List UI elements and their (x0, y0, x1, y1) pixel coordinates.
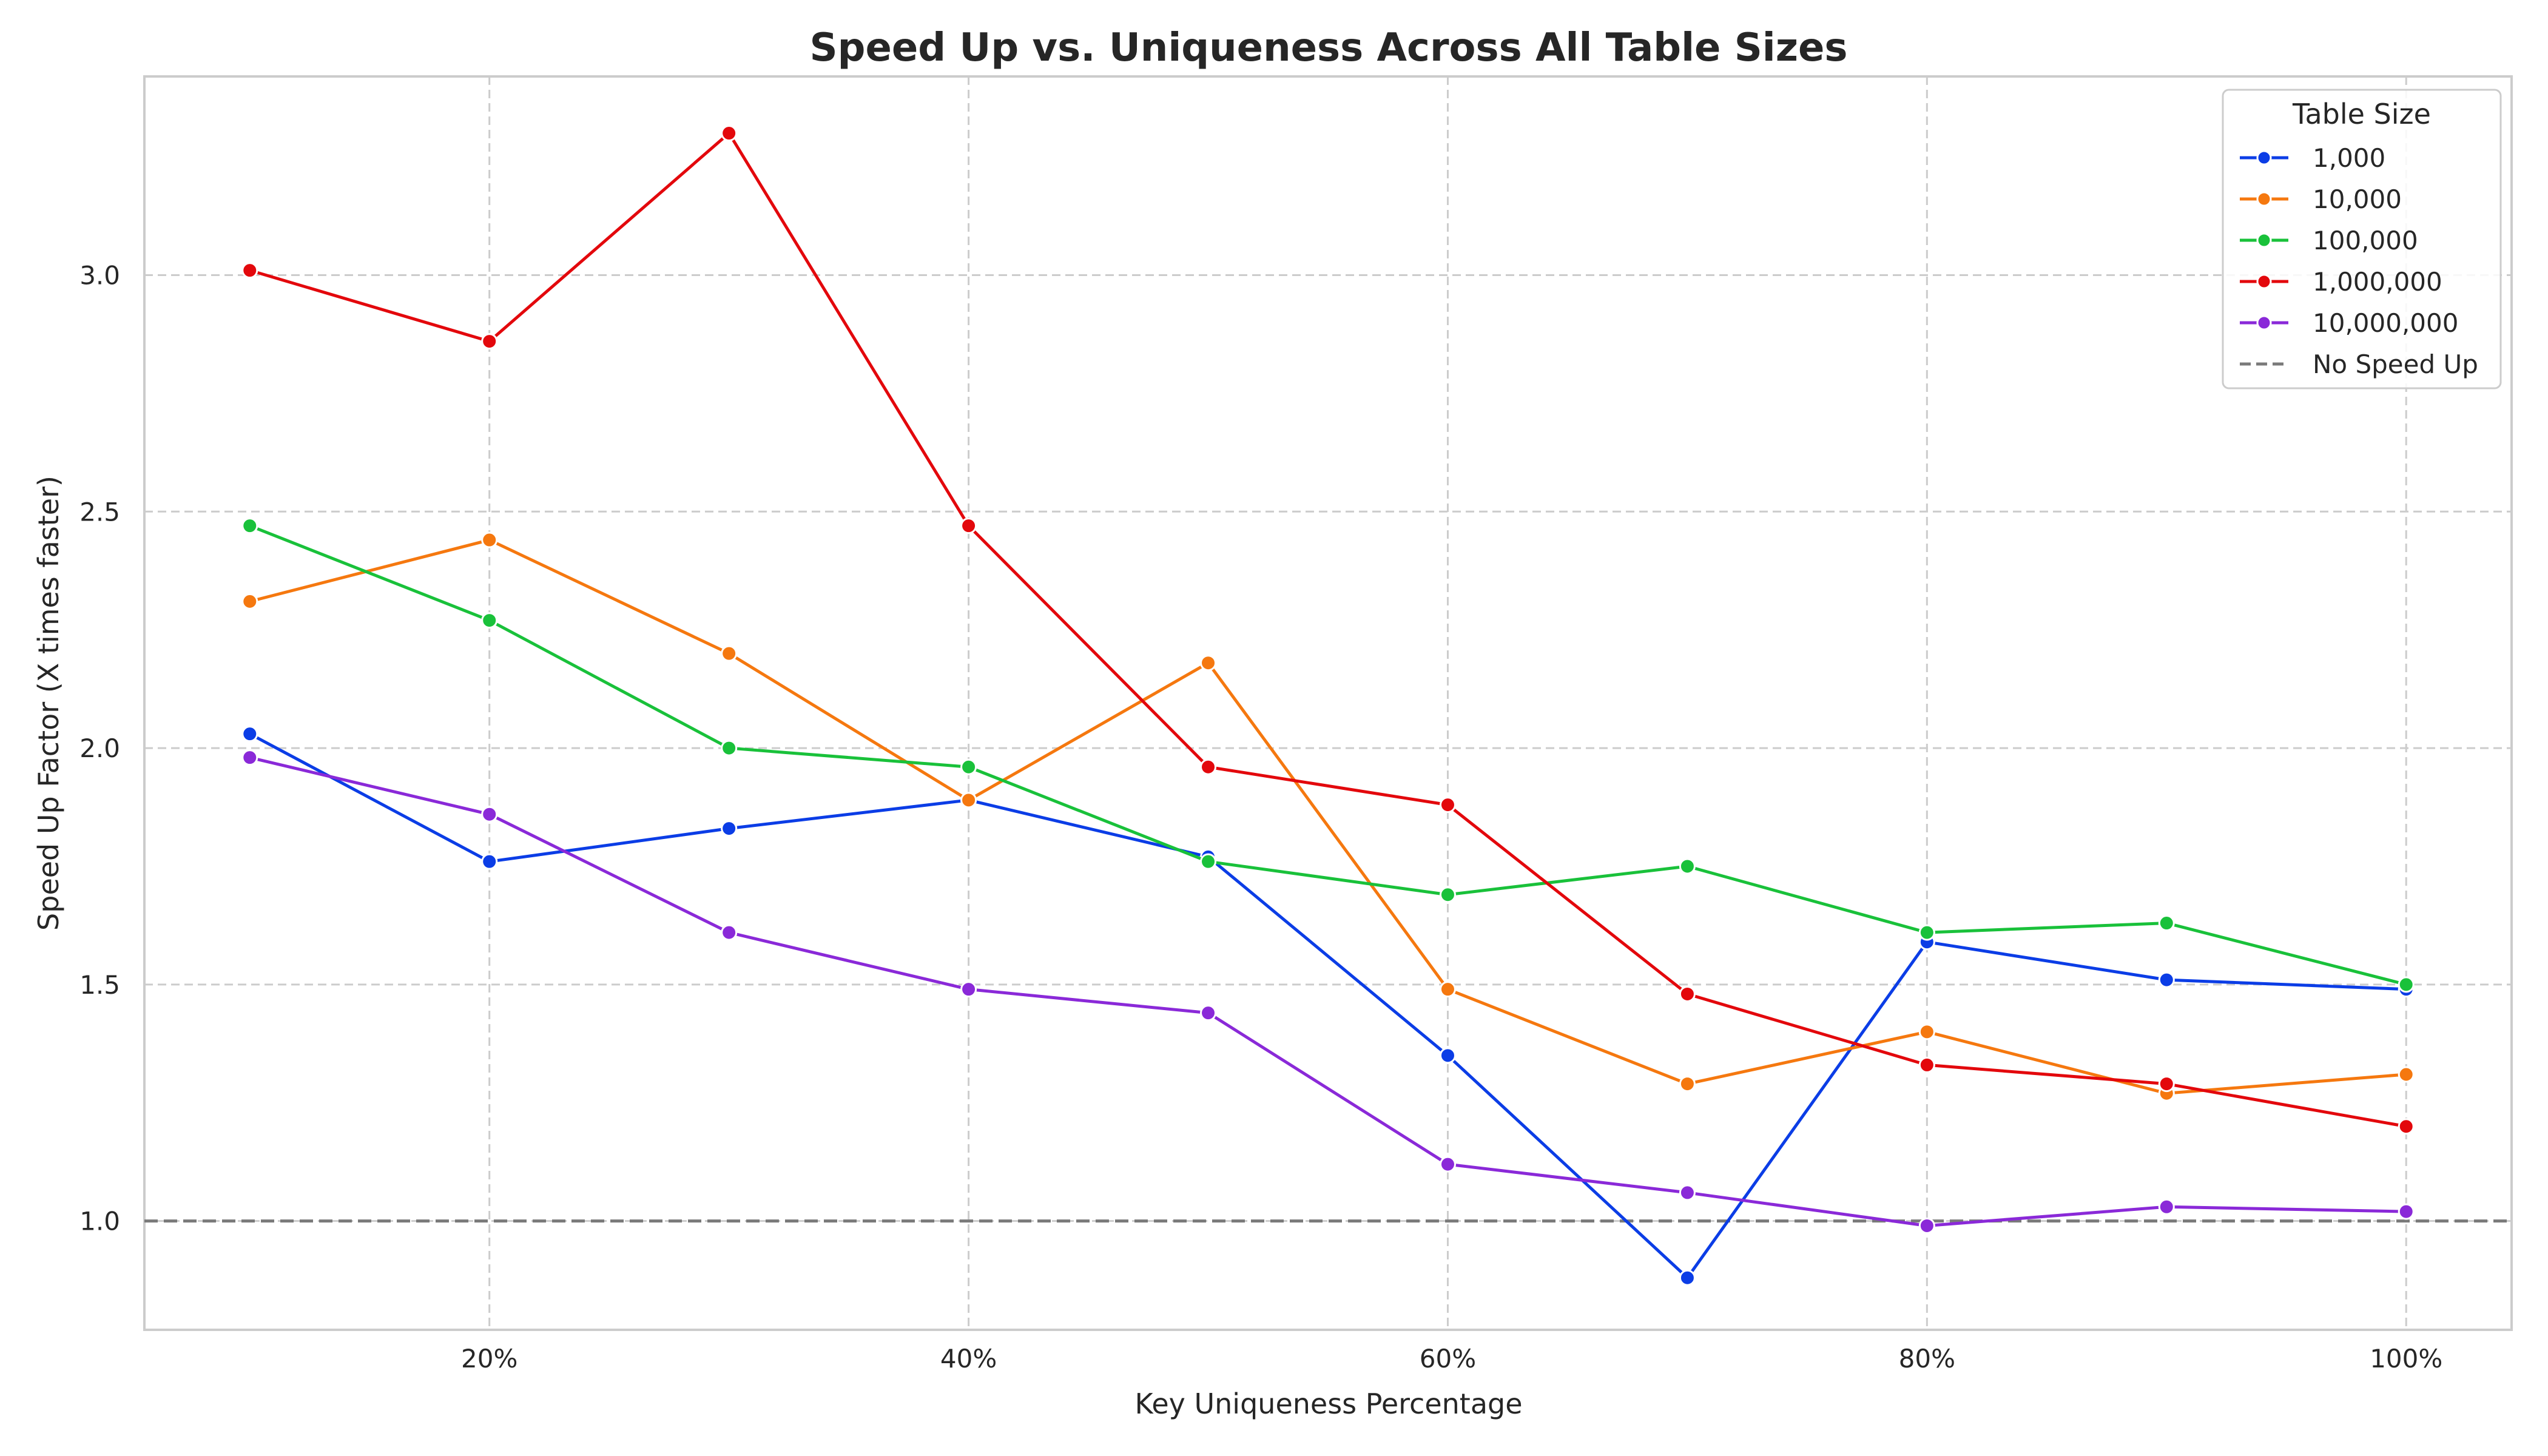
chart-title: Speed Up vs. Uniqueness Across All Table… (810, 25, 1848, 70)
data-point (2158, 1076, 2175, 1093)
data-point (1679, 858, 1696, 875)
data-point (1439, 1047, 1456, 1064)
series-line (249, 132, 2407, 1128)
legend-label: 1,000,000 (2313, 267, 2442, 297)
data-point (960, 792, 977, 809)
data-point (721, 740, 738, 757)
data-point (2158, 971, 2175, 988)
data-point (1200, 655, 1217, 672)
data-point (2398, 1203, 2415, 1220)
data-point (721, 645, 738, 662)
series-5 (241, 749, 2415, 1234)
data-point (1918, 924, 1935, 941)
data-point (1679, 1076, 1696, 1093)
legend-label: 100,000 (2313, 226, 2418, 255)
series-line (249, 732, 2407, 1279)
legend-box (2222, 89, 2502, 389)
x-tick-label: 40% (940, 1344, 997, 1373)
series-3 (241, 517, 2415, 993)
legend-label: 10,000,000 (2313, 308, 2458, 338)
data-point (241, 517, 258, 534)
legend-item: 10,000 (2240, 184, 2402, 214)
legend-item-no-speed-up: No Speed Up (2240, 349, 2478, 379)
data-point (1200, 758, 1217, 775)
data-point (721, 125, 738, 142)
data-point (960, 981, 977, 998)
x-axis-label: Key Uniqueness Percentage (1134, 1387, 1522, 1420)
data-point (481, 333, 498, 350)
legend-marker (2256, 150, 2272, 166)
data-point (1200, 853, 1217, 870)
data-point (481, 531, 498, 548)
grid (144, 76, 2512, 1330)
data-point (721, 924, 738, 941)
data-point (241, 262, 258, 279)
data-point (721, 820, 738, 837)
data-point (1439, 797, 1456, 814)
y-axis-label: Speed Up Factor (X times faster) (32, 476, 65, 931)
data-point (241, 749, 258, 766)
data-point (1679, 1184, 1696, 1201)
axis-ticks: 20% 40% 60% 80% 100% 1.0 1.5 2.0 2.5 3.0 (79, 260, 2442, 1373)
data-point (2398, 1118, 2415, 1135)
legend-label: 1,000 (2313, 143, 2385, 173)
data-point (2158, 1198, 2175, 1215)
legend-marker (2256, 315, 2272, 331)
data-point (1918, 1056, 1935, 1073)
data-point (481, 806, 498, 823)
legend: Table Size 1,000 10,000 100,000 1,000,000 10,… (2222, 89, 2502, 389)
data-point (1200, 1005, 1217, 1022)
series-line (249, 538, 2407, 1095)
legend-marker (2256, 232, 2272, 248)
series-layer (241, 125, 2415, 1286)
series-2 (241, 531, 2415, 1102)
legend-title: Table Size (2292, 98, 2431, 130)
data-point (1918, 1217, 1935, 1234)
legend-label: 10,000 (2313, 184, 2402, 214)
data-point (481, 853, 498, 870)
data-point (1679, 985, 1696, 1002)
x-tick-label: 60% (1420, 1344, 1476, 1373)
x-tick-label: 20% (461, 1344, 517, 1373)
data-point (481, 612, 498, 629)
data-point (960, 758, 977, 775)
series-line (249, 756, 2407, 1227)
legend-item: 10,000,000 (2240, 308, 2458, 338)
legend-item: 1,000,000 (2240, 267, 2442, 297)
y-tick-label: 2.0 (79, 733, 120, 763)
data-point (241, 593, 258, 610)
data-point (1439, 981, 1456, 998)
legend-item: 1,000 (2240, 143, 2385, 173)
y-tick-label: 2.5 (79, 497, 120, 527)
data-point (2158, 915, 2175, 932)
data-point (960, 517, 977, 534)
data-point (1439, 886, 1456, 903)
series-4 (241, 125, 2415, 1135)
legend-label: No Speed Up (2313, 349, 2478, 379)
plot-frame (143, 75, 2513, 1331)
data-point (1439, 1156, 1456, 1173)
data-point (1679, 1269, 1696, 1286)
data-point (2398, 1066, 2415, 1083)
legend-marker (2256, 274, 2272, 289)
data-point (1918, 1023, 1935, 1040)
y-tick-label: 1.5 (79, 970, 120, 1000)
data-point (2398, 976, 2415, 993)
y-tick-label: 1.0 (79, 1207, 120, 1236)
x-tick-label: 100% (2370, 1344, 2442, 1373)
x-tick-label: 80% (1899, 1344, 1955, 1373)
legend-item: 100,000 (2240, 226, 2418, 255)
series-line (249, 524, 2407, 986)
series-1 (241, 726, 2415, 1286)
legend-marker (2256, 191, 2272, 207)
data-point (241, 726, 258, 743)
y-tick-label: 3.0 (79, 260, 120, 290)
